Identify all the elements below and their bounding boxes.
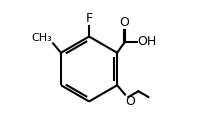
Text: O: O <box>119 16 129 29</box>
Text: OH: OH <box>138 35 157 48</box>
Text: CH₃: CH₃ <box>31 33 52 43</box>
Text: O: O <box>125 95 135 108</box>
Text: F: F <box>86 12 93 25</box>
